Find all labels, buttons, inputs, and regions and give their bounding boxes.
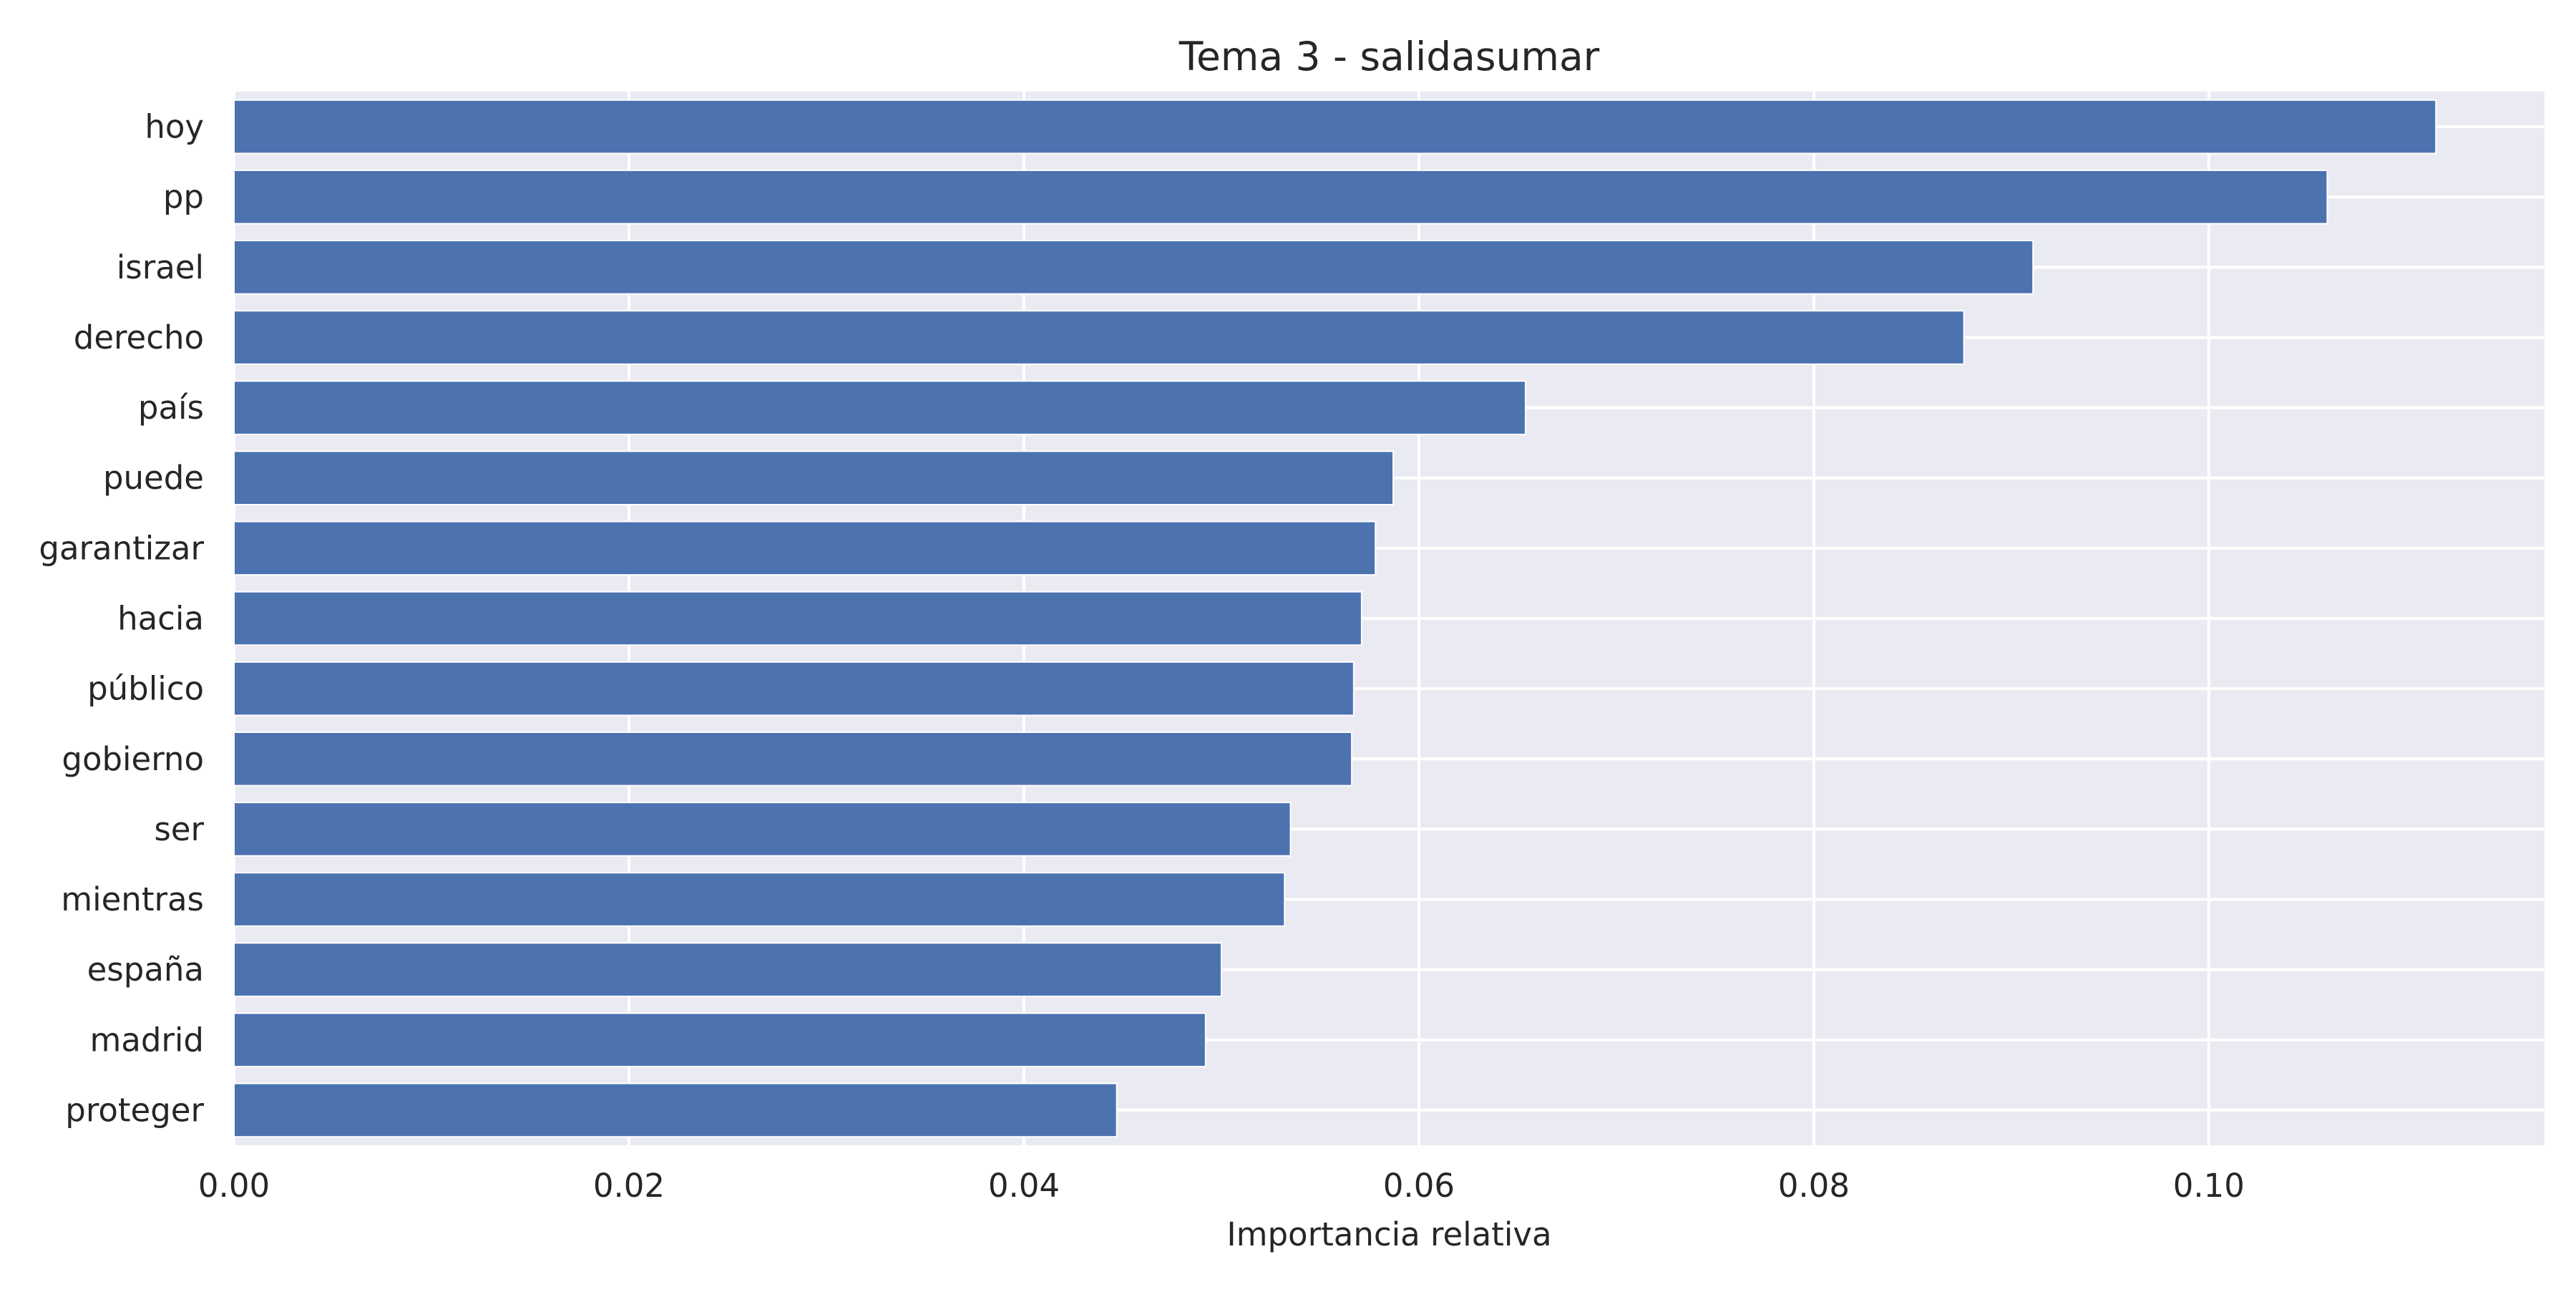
bar-israel [233,240,2034,295]
x-axis-label: Importancia relativa [1226,1215,1551,1253]
x-tick-label: 0.04 [988,1167,1060,1205]
bar-derecho [233,310,1965,365]
bar-país [233,380,1526,435]
bar-pp [233,169,2328,225]
y-tick-label: madrid [89,1021,204,1059]
bar-hacia [233,591,1362,646]
y-tick-labels: hoy pp israel derecho país puede garantizar hac… [39,108,204,1130]
y-tick-label: hacia [117,600,204,638]
y-tick-label: pp [163,178,204,216]
chart-title: Tema 3 - salidasumar [1179,34,1600,79]
y-tick-label: derecho [74,319,204,356]
y-tick-label: país [138,389,204,427]
bar-españa [233,942,1222,997]
x-tick-label: 0.06 [1383,1167,1455,1205]
bar-proteger [233,1082,1118,1138]
y-tick-label: garantizar [39,529,204,567]
bar-ser [233,802,1292,857]
y-tick-label: ser [154,810,204,848]
bar-madrid [233,1012,1206,1068]
bar-puede [233,450,1395,506]
x-tick-label: 0.00 [198,1167,270,1205]
x-tick-label: 0.02 [593,1167,665,1205]
bar-hoy [233,99,2437,155]
bar-gobierno [233,731,1353,787]
x-tick-labels: 0.00 0.02 0.04 0.06 0.08 0.10 [198,1167,2245,1205]
y-tick-label: hoy [145,108,204,146]
y-tick-label: mientras [61,880,204,918]
y-tick-label: españa [87,951,204,989]
bar-garantizar [233,520,1377,576]
x-tick-label: 0.08 [1778,1167,1850,1205]
bar-mientras [233,872,1286,927]
y-tick-label: público [87,670,204,708]
y-tick-label: proteger [65,1091,204,1129]
y-tick-label: gobierno [62,740,204,778]
x-tick-label: 0.10 [2173,1167,2245,1205]
y-tick-label: puede [103,459,204,497]
bars [233,99,2437,1138]
y-tick-label: israel [117,248,204,286]
bar-público [233,661,1355,717]
